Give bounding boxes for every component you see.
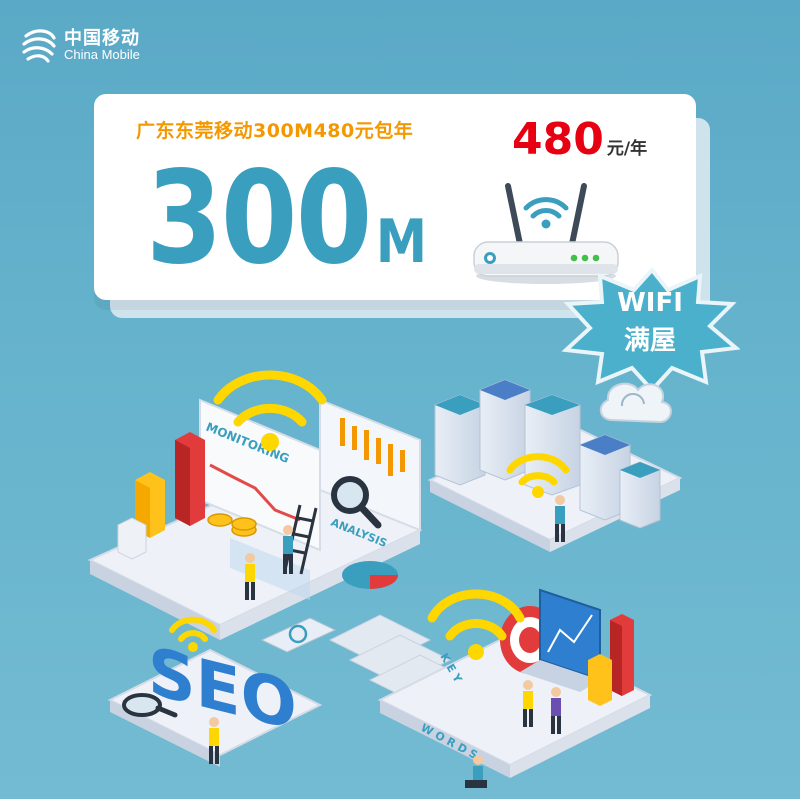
china-mobile-logo-icon — [22, 29, 56, 63]
price-tag: 480 元/年 — [512, 114, 647, 165]
wifi-signal-icon — [169, 616, 217, 642]
smartphone-icon — [260, 617, 337, 653]
price-unit: 元/年 — [606, 139, 648, 159]
isometric-network-illustration: MONITORING ANALYSIS — [87, 370, 683, 788]
speed-unit: M — [375, 207, 428, 277]
pie-chart-icon — [342, 561, 398, 589]
person-figure — [245, 553, 255, 600]
wifi-signal-icon — [213, 370, 327, 427]
magnifier-icon — [331, 476, 382, 529]
magnifier-icon — [122, 693, 178, 718]
product-subtitle: 广东东莞移动300M480元包年 — [136, 120, 414, 142]
badge-line-2: 满屋 — [623, 326, 676, 356]
coin-stack-icon — [207, 513, 257, 537]
platform-seo — [107, 648, 323, 757]
laptop-icon — [520, 588, 601, 692]
router-icon — [473, 183, 619, 284]
person-figure — [209, 717, 219, 764]
brand-name-en: China Mobile — [64, 46, 140, 62]
wifi-badge-text: WIFI 满屋 — [560, 288, 740, 357]
speed-display: 300M — [146, 144, 427, 293]
speed-value: 300 — [146, 144, 372, 293]
china-mobile-logo: 中国移动 China Mobile — [18, 24, 140, 66]
person-figure — [283, 525, 293, 574]
3d-bar-chart — [588, 614, 634, 706]
3d-bar-chart — [117, 432, 205, 560]
person-figure — [555, 495, 565, 542]
cloud-icon — [599, 382, 672, 424]
product-card: 广东东莞移动300M480元包年 480 元/年 300M — [94, 94, 696, 300]
price-value: 480 — [512, 114, 604, 165]
wifi-signal-icon — [506, 453, 570, 486]
brand-name-cn: 中国移动 — [64, 27, 140, 48]
person-figure — [551, 687, 561, 734]
badge-line-1: WIFI — [617, 288, 683, 318]
wifi-signal-icon — [427, 589, 525, 641]
person-figure — [465, 755, 487, 788]
person-figure — [523, 680, 533, 727]
